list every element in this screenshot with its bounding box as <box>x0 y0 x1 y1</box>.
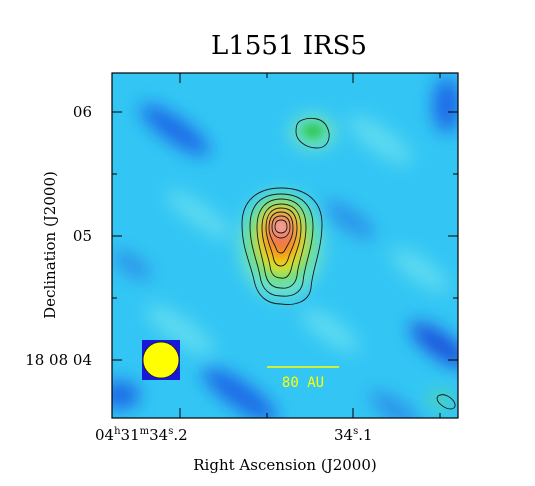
contour-corner <box>436 394 456 410</box>
y-tick-label-05: 05 <box>73 227 92 245</box>
figure-title: L1551 IRS5 <box>211 31 367 61</box>
y-tick-label-04: 18 08 04 <box>25 351 92 369</box>
contours <box>241 117 456 410</box>
contour-level-6 <box>268 211 294 254</box>
plot-frame <box>111 72 459 419</box>
beam-indicator <box>142 340 180 380</box>
contour-level-5 <box>265 207 298 267</box>
contour-level-3 <box>256 198 307 289</box>
contour-level-2 <box>249 193 314 297</box>
scale-bar: 80 AU <box>267 366 339 391</box>
contour-secondary <box>295 117 330 149</box>
beam-ellipse <box>142 341 180 379</box>
y-tick-label-06: 06 <box>73 103 92 121</box>
x-axis-label: Right Ascension (J2000) <box>193 456 376 474</box>
x-tick-label-34-1: 34s.1 <box>334 426 373 444</box>
scale-bar-label: 80 AU <box>282 375 324 391</box>
tick-marks <box>112 73 458 418</box>
x-tick-label-34-2: 04h31m34s.2 <box>95 426 188 444</box>
contour-level-4 <box>261 203 302 279</box>
noise-pattern <box>112 77 458 418</box>
y-axis-label: Declination (J2000) <box>41 171 59 319</box>
contour-level-7 <box>271 215 291 239</box>
contour-level-1 <box>241 187 323 305</box>
secondary-source <box>300 122 326 140</box>
contour-level-8 <box>274 219 288 234</box>
